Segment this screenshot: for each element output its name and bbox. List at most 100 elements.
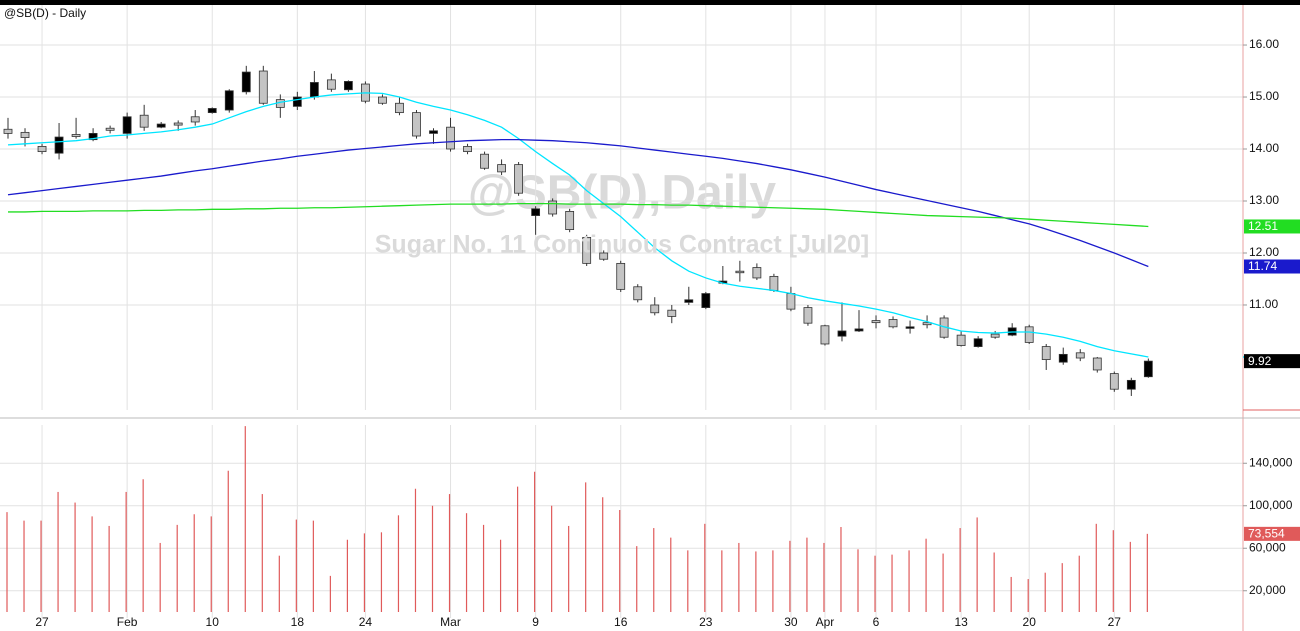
ma-last-label: 12.51 [1248, 219, 1278, 233]
ma-last-label: 11.74 [1248, 259, 1277, 273]
candle-body [71, 134, 81, 137]
candle-body [599, 252, 609, 260]
candle-body [854, 328, 864, 332]
top-strip [0, 0, 1300, 5]
candle-body [207, 108, 217, 114]
y-tick-label: 14.00 [1249, 141, 1279, 155]
candle-body [3, 128, 13, 134]
candle-body [1143, 360, 1153, 378]
candle-body [769, 275, 779, 291]
candle-body [1041, 346, 1051, 360]
x-tick-label: 20 [1023, 615, 1037, 629]
candle-body [326, 79, 336, 90]
watermark-subtitle: Sugar No. 11 Continuous Contract [Jul20] [375, 231, 870, 259]
x-tick-label: 6 [873, 615, 880, 629]
y-tick-label: 20,000 [1249, 583, 1286, 597]
candle-body [463, 146, 472, 153]
last-price-label: 9.92 [1248, 354, 1272, 368]
candle-body [582, 236, 592, 264]
x-tick-label: 16 [614, 615, 628, 629]
x-tick-label: Mar [440, 615, 461, 629]
x-tick-label: 27 [35, 615, 49, 629]
candle-body [616, 262, 626, 290]
moving-average [7, 139, 1149, 268]
x-tick-label: 9 [532, 615, 539, 629]
x-tick-label: 13 [954, 615, 968, 629]
chart-title: @SB(D) - Daily [4, 6, 86, 20]
candle-body [156, 123, 166, 128]
candle-body [565, 210, 575, 230]
candle-body [173, 122, 183, 126]
candle-body [292, 96, 302, 107]
candle-body [701, 293, 711, 308]
candle-body [905, 326, 915, 329]
candle-body [1126, 379, 1136, 390]
x-tick-label: Apr [816, 615, 835, 629]
candle-body [395, 102, 404, 114]
x-tick-label: 27 [1108, 615, 1122, 629]
candle-body [633, 286, 643, 301]
candle-body [1075, 352, 1085, 359]
candle-body [922, 322, 932, 326]
y-tick-label: 100,000 [1249, 498, 1293, 512]
candle-body [412, 112, 421, 137]
candle-body [752, 267, 762, 279]
candle-body [190, 116, 200, 123]
moving-average [8, 202, 1149, 228]
candle-body [54, 136, 64, 154]
candle-body [956, 334, 966, 346]
candle-body [990, 333, 1000, 338]
x-tick-label: 10 [206, 615, 220, 629]
y-tick-label: 140,000 [1249, 455, 1293, 469]
y-tick-label: 15.00 [1249, 89, 1279, 103]
last-price-label-box [1244, 354, 1300, 369]
candle-body [37, 146, 47, 153]
candle-body [343, 81, 353, 91]
candle-body [378, 96, 387, 104]
candle-body [446, 126, 455, 150]
candle-body [514, 164, 523, 194]
candle-body [684, 299, 694, 303]
ma-last-label-box [1244, 259, 1300, 274]
candle-body [973, 338, 983, 347]
y-tick-label: 16.00 [1249, 37, 1279, 51]
candle-body [735, 270, 745, 274]
y-tick-label: 12.00 [1249, 245, 1279, 259]
y-tick-label: 11.00 [1249, 297, 1278, 311]
watermark-title: @SB(D),Daily [468, 167, 776, 220]
last-volume-label: 73,554 [1248, 527, 1285, 541]
candle-body [1024, 326, 1034, 343]
y-tick-label: 13.00 [1249, 193, 1279, 207]
candle-body [241, 71, 251, 93]
candle-body [531, 208, 541, 216]
y-tick-label: 60,000 [1249, 540, 1286, 554]
candle-body [88, 133, 98, 141]
last-volume-box [1244, 526, 1300, 541]
candle-body [1092, 357, 1102, 371]
candle-body [497, 164, 506, 173]
candle-body [888, 319, 898, 328]
candle-body [480, 153, 489, 169]
x-tick-label: Feb [117, 615, 138, 629]
candle-body [105, 127, 115, 131]
candle-body [224, 90, 234, 111]
candle-body [139, 114, 149, 128]
x-tick-label: 24 [359, 615, 373, 629]
candle-body [650, 304, 660, 314]
candle-body [667, 309, 677, 317]
candle-body [1058, 353, 1068, 363]
candle-body [548, 200, 558, 215]
candle-body [309, 82, 319, 98]
x-tick-label: 23 [699, 615, 713, 629]
candle-body [20, 131, 30, 138]
candle-body [786, 293, 796, 310]
candle-body [837, 330, 847, 337]
candle-body [1109, 373, 1119, 390]
candle-body [820, 325, 830, 345]
candle-body [122, 116, 132, 134]
candle-body [429, 130, 438, 134]
candle-body [258, 70, 268, 104]
moving-average [7, 92, 1149, 358]
ma-last-label-box [1244, 219, 1300, 234]
